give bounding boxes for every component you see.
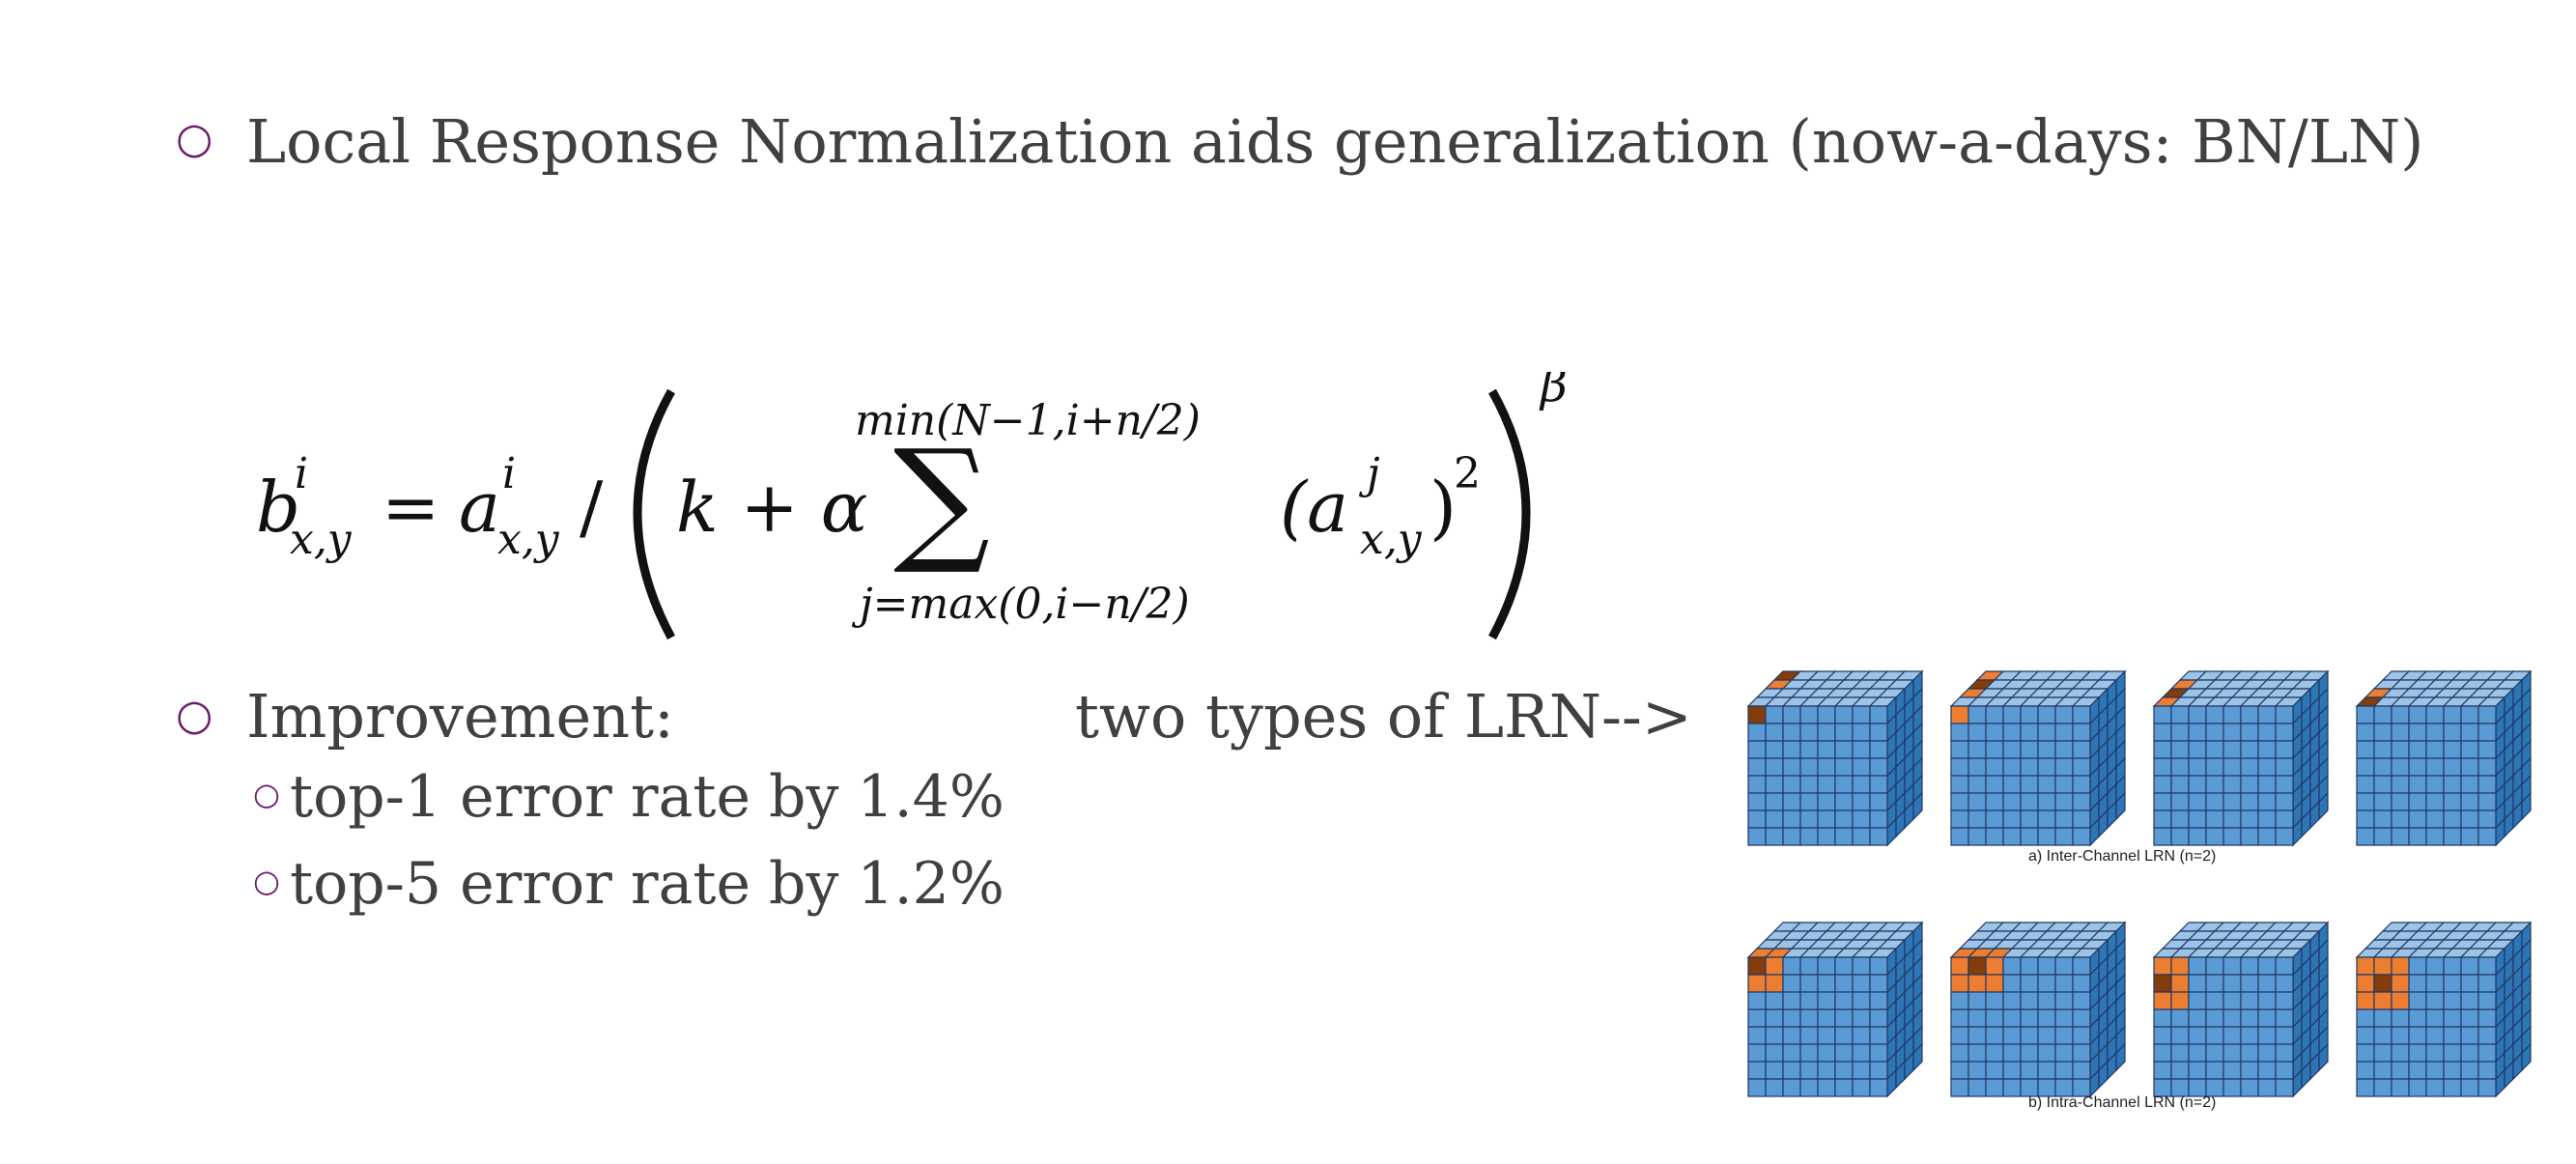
formula-term: (a [1280,467,1348,548]
formula-lhs-b: b [256,467,300,548]
formula-a-sub: x,y [497,515,560,564]
bullet-marker-2: ○ [176,691,213,740]
formula-lhs-sup: i [295,449,308,498]
cube-intra-2 [1949,921,2127,1098]
formula-sum-lower: j=max(0,i−n/2) [851,580,1190,629]
caption-inter-channel: a) Inter-Channel LRN (n=2) [2028,848,2217,865]
formula-slash: / [580,467,604,548]
formula-equals: = [382,467,439,548]
caption-intra-channel: b) Intra-Channel LRN (n=2) [2028,1094,2217,1111]
cube-intra-3 [2152,921,2330,1098]
sub-bullet-top5: top-5 error rate by 1.2% [290,850,1005,918]
formula-right-paren [1488,388,1531,640]
formula-outer-pow: β [1539,372,1568,412]
formula-left-paren [633,388,675,640]
lrn-formula: b i x,y = a i x,y / k + α min(N−1,i+n/2)… [256,372,1568,640]
cube-intra-1 [1746,921,1924,1098]
formula-term-sub: x,y [1360,515,1423,564]
formula-sum-upper: min(N−1,i+n/2) [855,396,1201,445]
formula-a-sup: i [502,449,516,498]
cube-inter-4 [2355,669,2533,847]
cube-inter-2 [1949,669,2127,847]
formula-k-alpha: k + α [676,467,867,548]
sub-bullet-marker-2: ○ [253,863,280,899]
cube-inter-1 [1746,669,1924,847]
cube-inter-3 [2152,669,2330,847]
formula-term-close: ) [1430,467,1457,548]
lrn-cubes-figure [1746,669,2533,1098]
sub-bullet-marker-1: ○ [253,776,280,812]
bullet-marker-1: ○ [176,114,213,163]
formula-term-pow: 2 [1454,449,1481,498]
formula-term-sup: j [1358,449,1380,498]
bullet-text-lrn: Local Response Normalization aids genera… [246,106,2424,177]
lrn-types-note: two types of LRN--> [1075,681,1692,752]
bullet-text-improvement: Improvement: [246,681,674,752]
formula-a: a [459,467,500,548]
formula-lhs-sub: x,y [290,515,353,564]
cube-intra-4 [2355,921,2533,1098]
formula-sum-symbol: ∑ [893,421,990,579]
sub-bullet-top1: top-1 error rate by 1.4% [290,763,1005,831]
